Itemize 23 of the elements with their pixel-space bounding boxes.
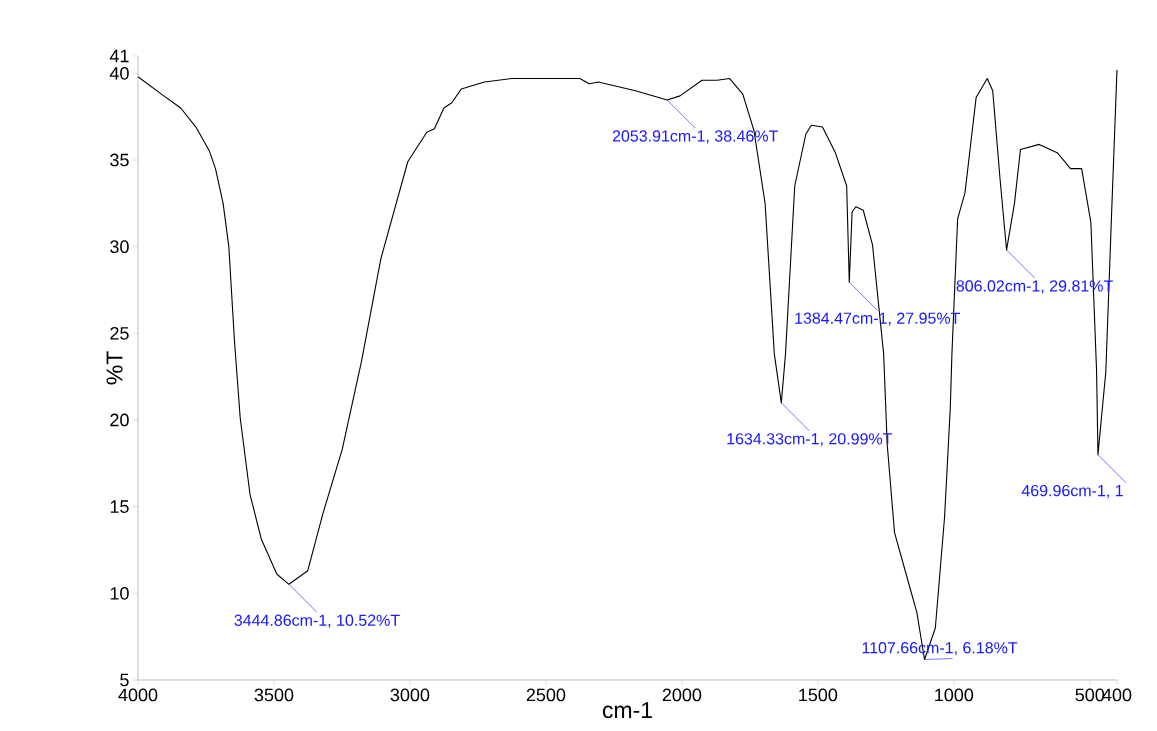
x-tick-label: 2000 bbox=[662, 688, 702, 702]
annotation: 3444.86cm-1, 10.52%T bbox=[234, 614, 400, 628]
x-tick-label: 3500 bbox=[254, 688, 294, 702]
y-tick-label: 35 bbox=[110, 153, 129, 167]
y-tick-label: 20 bbox=[110, 413, 129, 427]
y-tick-label: 5 bbox=[120, 673, 129, 687]
line-series bbox=[137, 69, 1118, 661]
y-tick-label: 25 bbox=[110, 326, 129, 340]
x-tick-label: 400 bbox=[1102, 688, 1132, 702]
annotation: 469.96cm-1, 1 bbox=[1021, 484, 1123, 499]
x-axis-title: cm-1 bbox=[602, 702, 652, 719]
y-axis-title: %T bbox=[106, 351, 123, 385]
x-tick-label: 500 bbox=[1075, 688, 1105, 702]
y-tick-label: 10 bbox=[110, 586, 129, 600]
y-tick-label: 30 bbox=[110, 240, 129, 254]
y-tick-label: 41 bbox=[109, 49, 129, 63]
x-tick-label: 3000 bbox=[390, 688, 430, 702]
x-tick-label: 2500 bbox=[526, 688, 566, 702]
x-tick-label: 4000 bbox=[118, 688, 158, 702]
y-tick-label: 15 bbox=[110, 500, 129, 513]
x-tick-label: 1500 bbox=[799, 688, 838, 702]
x-tick-label: 1000 bbox=[935, 688, 974, 702]
y-tick-label: 40 bbox=[109, 66, 129, 80]
